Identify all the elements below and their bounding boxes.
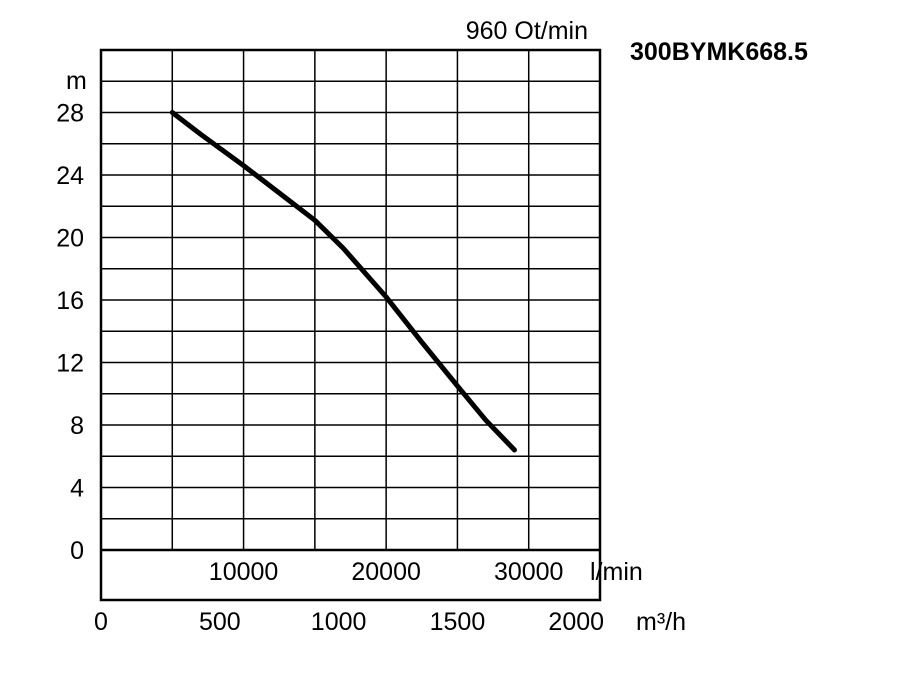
y-tick-labels: 0 4 8 12 16 20 24 28 xyxy=(56,100,84,566)
x-tick-label-lpm: 10000 xyxy=(209,558,279,586)
y-tick-label: 12 xyxy=(56,350,84,378)
x-tick-label-m3h: 1500 xyxy=(430,608,486,636)
x-tick-labels-m3h: 0 500 1000 1500 2000 xyxy=(94,608,604,636)
y-tick-label: 16 xyxy=(56,287,84,315)
x-tick-label-m3h: 500 xyxy=(199,608,241,636)
grid-lines xyxy=(101,50,600,550)
y-tick-label: 24 xyxy=(56,162,84,190)
x-unit-lpm: l/min xyxy=(590,558,643,586)
x-tick-label-m3h: 2000 xyxy=(548,608,604,636)
x-tick-label-lpm: 20000 xyxy=(351,558,421,586)
x-tick-labels-lpm: 10000 20000 30000 xyxy=(209,558,564,586)
x-tick-label-m3h: 0 xyxy=(94,608,108,636)
y-axis-label: m xyxy=(66,67,87,95)
x-unit-m3h: m³/h xyxy=(636,608,686,636)
y-tick-label: 8 xyxy=(70,412,84,440)
y-tick-label: 28 xyxy=(56,100,84,128)
speed-label: 960 Ot/min xyxy=(466,17,588,45)
model-title: 300BYMK668.5 xyxy=(630,38,808,66)
x-tick-label-lpm: 30000 xyxy=(494,558,564,586)
head-flow-curve xyxy=(169,110,517,453)
y-tick-label: 20 xyxy=(56,225,84,253)
x-tick-label-m3h: 1000 xyxy=(311,608,367,636)
y-tick-label: 0 xyxy=(70,537,84,565)
plot-frame xyxy=(99,48,602,602)
y-tick-label: 4 xyxy=(70,475,84,503)
